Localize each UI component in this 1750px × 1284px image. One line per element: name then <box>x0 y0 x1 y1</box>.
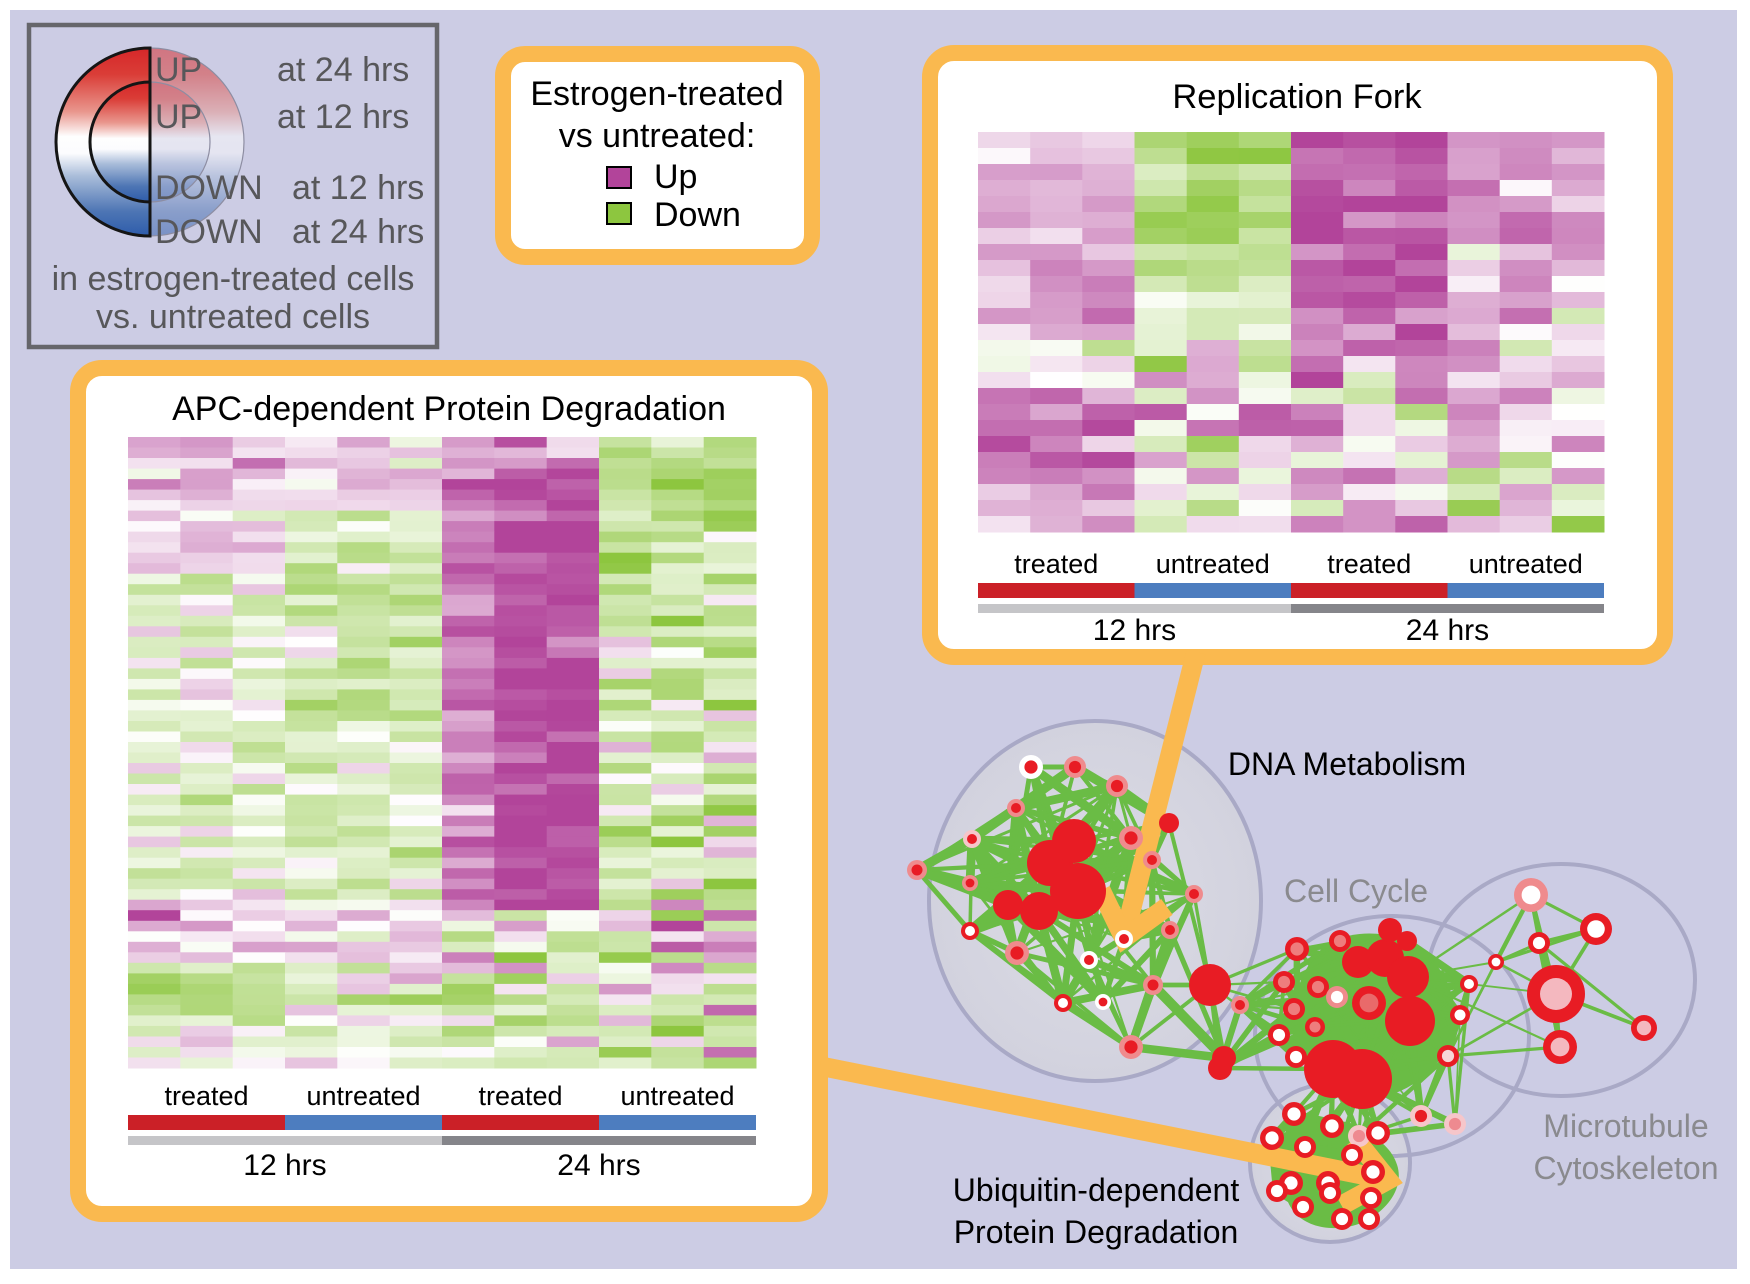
svg-text:Microtubule: Microtubule <box>1543 1108 1708 1144</box>
svg-text:DNA Metabolism: DNA Metabolism <box>1228 746 1466 782</box>
svg-text:vs. untreated cells: vs. untreated cells <box>96 298 370 336</box>
svg-text:treated: treated <box>1014 549 1098 579</box>
svg-text:Replication Fork: Replication Fork <box>1172 78 1422 116</box>
svg-text:untreated: untreated <box>1156 549 1270 579</box>
svg-text:at 12 hrs: at 12 hrs <box>277 98 409 136</box>
svg-text:24 hrs: 24 hrs <box>1406 614 1489 647</box>
svg-text:untreated: untreated <box>306 1081 420 1111</box>
svg-text:at 12 hrs: at 12 hrs <box>292 169 424 207</box>
svg-text:DOWN: DOWN <box>155 213 263 251</box>
svg-text:UP: UP <box>155 51 202 89</box>
svg-text:12 hrs: 12 hrs <box>1093 614 1176 647</box>
svg-text:Estrogen-treated: Estrogen-treated <box>530 75 783 113</box>
svg-text:UP: UP <box>155 98 202 136</box>
svg-text:APC-dependent Protein Degradat: APC-dependent Protein Degradation <box>172 390 726 428</box>
svg-text:DOWN: DOWN <box>155 169 263 207</box>
svg-text:untreated: untreated <box>620 1081 734 1111</box>
svg-text:vs untreated:: vs untreated: <box>559 117 756 155</box>
svg-text:treated: treated <box>478 1081 562 1111</box>
svg-text:Up: Up <box>654 158 697 196</box>
svg-text:in estrogen-treated cells: in estrogen-treated cells <box>52 260 415 298</box>
svg-text:treated: treated <box>164 1081 248 1111</box>
svg-text:at 24 hrs: at 24 hrs <box>277 51 409 89</box>
svg-text:treated: treated <box>1327 549 1411 579</box>
svg-text:Protein Degradation: Protein Degradation <box>954 1214 1239 1250</box>
svg-text:at 24 hrs: at 24 hrs <box>292 213 424 251</box>
svg-text:Cytoskeleton: Cytoskeleton <box>1534 1150 1719 1186</box>
svg-text:Down: Down <box>654 196 741 234</box>
svg-text:12 hrs: 12 hrs <box>243 1149 326 1182</box>
svg-text:untreated: untreated <box>1469 549 1583 579</box>
svg-text:Cell Cycle: Cell Cycle <box>1284 873 1428 909</box>
svg-text:24 hrs: 24 hrs <box>557 1149 640 1182</box>
svg-text:Ubiquitin-dependent: Ubiquitin-dependent <box>953 1172 1240 1208</box>
